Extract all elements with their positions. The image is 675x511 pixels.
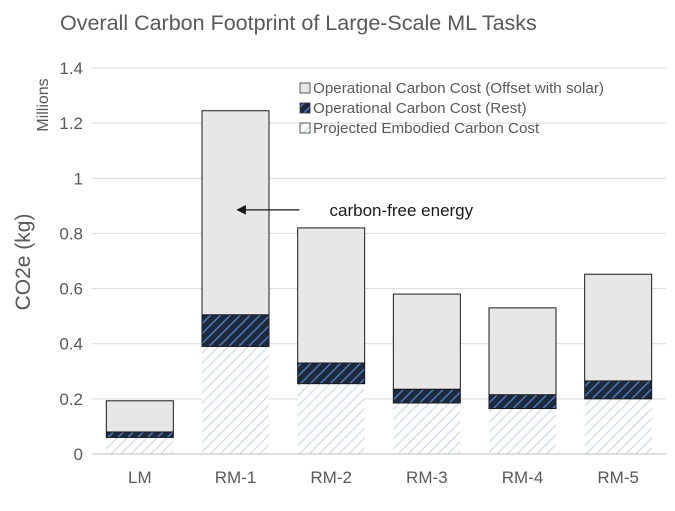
gridlines [92, 67, 666, 400]
x-tick-label: RM-5 [597, 468, 639, 487]
bar-rm-3-series-0 [393, 402, 461, 454]
legend-swatch [299, 82, 311, 94]
annotation-label: carbon-free energy [330, 201, 474, 220]
x-tick-label: RM-3 [406, 468, 448, 487]
bar-lm-series-0 [106, 437, 174, 454]
y-axis-unit: Millions [35, 78, 52, 131]
bar-rm-1-series-0 [202, 346, 269, 454]
x-tick-label: LM [128, 468, 152, 487]
bar-rm-5-series-2 [584, 273, 653, 382]
bar-rm-2-series-1 [297, 362, 366, 385]
bar-rm-3-series-1 [392, 388, 461, 404]
legend-label: Projected Embodied Carbon Cost [313, 120, 540, 137]
bars [105, 110, 653, 454]
legend-label: Operational Carbon Cost (Rest) [313, 100, 527, 117]
chart-title: Overall Carbon Footprint of Large-Scale … [60, 11, 537, 35]
bar-rm-5-series-1 [584, 380, 653, 400]
legend-label: Operational Carbon Cost (Offset with sol… [313, 80, 604, 97]
y-tick-label: 0.8 [59, 224, 83, 243]
y-tick-label: 1.2 [59, 114, 83, 133]
bar-rm-2-series-0 [297, 383, 365, 454]
x-axis-ticks: LM RM-1 RM-2 RM-3 RM-4 RM-5 [128, 468, 639, 487]
y-tick-label: 1.4 [59, 59, 83, 78]
bar-lm-series-2 [105, 400, 174, 433]
y-axis-label: CO2e (kg) [12, 214, 35, 311]
bar-rm-3-series-2 [392, 293, 461, 390]
legend-swatch [299, 102, 311, 114]
y-axis-ticks: 0 0.2 0.4 0.6 0.8 1 1.2 1.4 [59, 59, 83, 464]
bar-lm-series-1 [105, 431, 174, 438]
bar-rm-4-series-2 [488, 307, 557, 396]
x-tick-label: RM-1 [215, 468, 257, 487]
y-tick-label: 0.4 [59, 335, 83, 354]
bar-rm-5-series-0 [584, 398, 652, 454]
x-tick-label: RM-4 [502, 468, 544, 487]
bar-rm-1-series-1 [201, 314, 270, 347]
y-tick-label: 0.2 [59, 390, 83, 409]
legend-swatch [299, 122, 311, 134]
bar-rm-2-series-2 [297, 227, 366, 364]
x-tick-label: RM-2 [310, 468, 352, 487]
legend: Operational Carbon Cost (Offset with sol… [299, 80, 604, 137]
annotation: carbon-free energy [236, 201, 474, 220]
y-tick-label: 0 [74, 445, 83, 464]
bar-rm-4-series-1 [488, 394, 557, 410]
y-tick-label: 1 [74, 169, 83, 188]
bar-rm-1-series-2 [201, 110, 270, 316]
y-tick-label: 0.6 [59, 280, 83, 299]
bar-rm-4-series-0 [489, 408, 556, 454]
